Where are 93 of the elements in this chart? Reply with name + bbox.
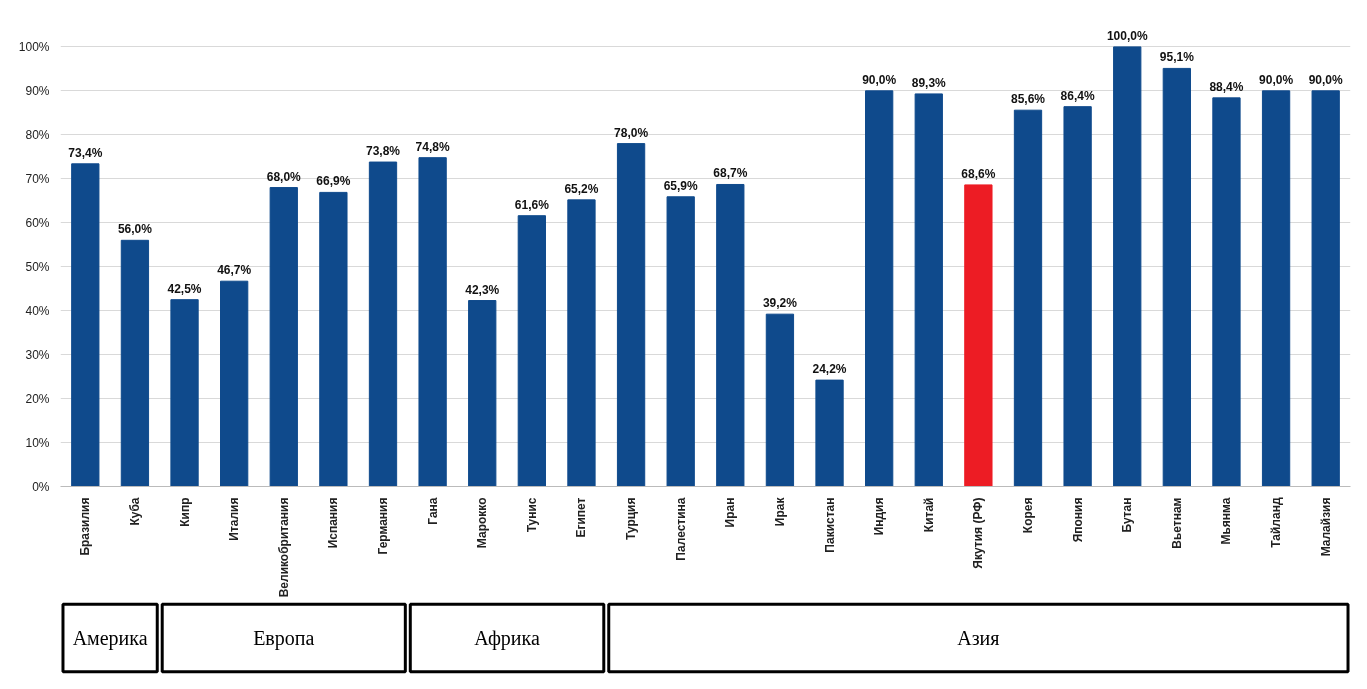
bar <box>1261 90 1291 487</box>
bar <box>616 143 646 487</box>
bar <box>517 215 546 487</box>
data-label: 42,3% <box>465 282 500 297</box>
data-label: 85,6% <box>1010 92 1046 107</box>
x-tick-label: Малайзия <box>1318 497 1333 557</box>
y-tick-label: 50% <box>25 259 50 274</box>
y-tick-label: 10% <box>25 435 50 450</box>
y-tick-label: 100% <box>18 39 50 54</box>
bar <box>567 199 596 487</box>
data-label: 78,0% <box>614 125 649 140</box>
bar <box>666 196 695 487</box>
bar <box>468 300 497 487</box>
x-tick-label: Великобритания <box>276 497 291 598</box>
x-tick-label: Бутан <box>1120 497 1135 533</box>
data-label: 73,8% <box>365 144 401 159</box>
data-label: 100,0% <box>1106 28 1148 43</box>
bar <box>1212 97 1241 487</box>
bar <box>1113 46 1142 487</box>
bar <box>269 187 298 487</box>
data-label: 90,0% <box>1259 72 1294 87</box>
data-label: 95,1% <box>1159 50 1195 65</box>
data-label: 73,4% <box>68 145 103 160</box>
x-tick-label: Иран <box>723 497 738 528</box>
data-label: 86,4% <box>1060 88 1095 103</box>
x-tick-label: Якутия (РФ) <box>971 497 986 569</box>
x-tick-label: Мьянма <box>1219 497 1234 545</box>
data-label: 65,9% <box>663 178 699 193</box>
y-tick-label: 40% <box>25 303 50 318</box>
bar <box>765 313 795 487</box>
x-tick-label: Палестина <box>673 497 688 561</box>
x-tick-label: Марокко <box>475 497 490 549</box>
y-tick-label: 70% <box>25 171 50 186</box>
x-tick-label: Бразилия <box>78 497 93 556</box>
bar <box>71 163 100 487</box>
x-tick-label: Египет <box>574 497 589 538</box>
bar <box>716 183 745 487</box>
x-tick-label: Турция <box>624 497 639 540</box>
bar <box>368 161 398 487</box>
x-tick-label: Испания <box>326 497 341 549</box>
data-label: 68,7% <box>713 166 748 181</box>
x-tick-label: Япония <box>1070 497 1085 543</box>
bar <box>1013 109 1043 487</box>
data-label: 90,0% <box>1308 72 1344 87</box>
x-tick-label: Куба <box>127 497 142 526</box>
text: Америка <box>72 627 148 650</box>
data-label: 90,0% <box>862 72 897 87</box>
x-tick-label: Ирак <box>772 496 787 527</box>
text: Азия <box>957 627 1000 649</box>
data-label: 46,7% <box>217 263 252 278</box>
data-label: 42,5% <box>167 281 202 296</box>
bar <box>815 379 844 487</box>
y-tick-label: 80% <box>25 127 50 142</box>
data-label: 88,4% <box>1209 79 1244 94</box>
bar <box>1162 67 1191 487</box>
x-tick-label: Индия <box>872 497 887 536</box>
x-tick-label: Тунис <box>524 497 539 533</box>
text: Европа <box>253 627 315 650</box>
bar <box>865 90 894 487</box>
data-label: 65,2% <box>564 181 599 196</box>
bar <box>170 299 199 487</box>
y-tick-label: 30% <box>25 347 50 362</box>
bar <box>319 191 348 487</box>
x-tick-label: Вьетнам <box>1169 497 1184 549</box>
text: Африка <box>474 627 540 650</box>
y-tick-label: 90% <box>25 83 50 98</box>
bar <box>120 239 150 487</box>
data-label: 74,8% <box>415 139 450 154</box>
x-tick-label: Корея <box>1021 497 1035 534</box>
y-tick-label: 20% <box>25 391 50 406</box>
y-tick-label: 60% <box>25 215 50 230</box>
bar <box>1063 106 1092 487</box>
x-tick-label: Тайланд <box>1269 497 1284 548</box>
bar <box>1311 90 1340 487</box>
y-tick-label: 0% <box>32 479 50 494</box>
bar <box>418 157 447 487</box>
data-label: 56,0% <box>117 222 153 237</box>
x-tick-label: Гана <box>425 497 440 525</box>
data-label: 24,2% <box>812 362 847 377</box>
bar <box>964 184 993 487</box>
data-label: 66,9% <box>316 174 351 189</box>
bar <box>914 93 943 487</box>
x-tick-label: Германия <box>376 497 390 555</box>
data-label: 39,2% <box>762 296 798 311</box>
data-label: 68,0% <box>266 169 302 184</box>
data-label: 61,6% <box>514 197 550 212</box>
bar <box>220 280 249 487</box>
x-tick-label: Пакистан <box>822 497 837 553</box>
x-tick-label: Китай <box>921 497 936 533</box>
x-tick-label: Италия <box>227 497 242 541</box>
data-label: 68,6% <box>961 166 996 181</box>
x-tick-label: Кипр <box>177 497 192 527</box>
data-label: 89,3% <box>911 75 947 90</box>
